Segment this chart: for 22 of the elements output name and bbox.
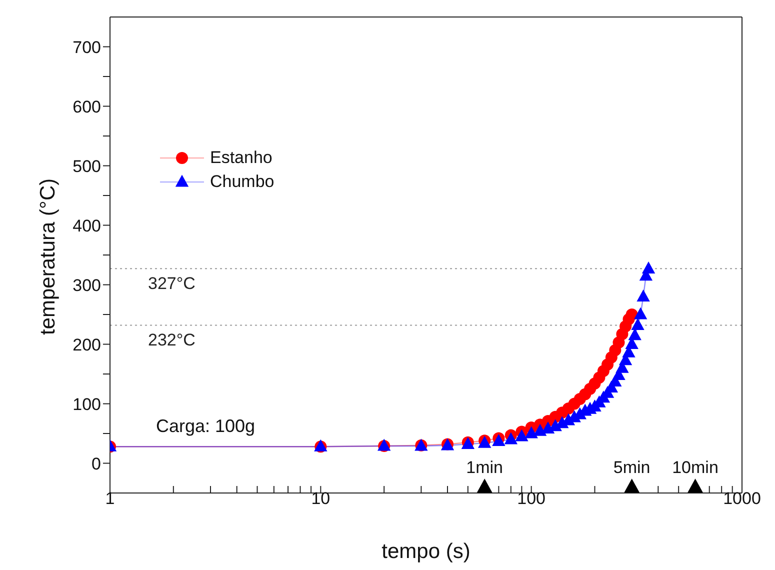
y-tick-label: 200 xyxy=(72,335,101,354)
ref-line-label: 232°C xyxy=(148,330,196,350)
y-tick-label: 300 xyxy=(72,276,101,295)
y-tick-label: 0 xyxy=(92,454,101,474)
x-tick-label: 1000 xyxy=(723,489,761,508)
y-tick-label: 500 xyxy=(72,156,101,176)
annotation: 1min xyxy=(466,458,504,478)
y-tick-label: 700 xyxy=(72,38,101,57)
x-tick-label: 1 xyxy=(105,489,115,508)
y-tick-label: 100 xyxy=(72,394,101,414)
y-tick-label: 400 xyxy=(72,216,101,236)
x-tick-label: 100 xyxy=(517,489,546,508)
annotation: 10min xyxy=(672,458,718,478)
annotation: 5min xyxy=(613,458,650,478)
legend-label: Chumbo xyxy=(210,171,274,193)
ref-line-label: 327°C xyxy=(148,274,196,293)
y-tick-label: 600 xyxy=(72,97,101,116)
y-axis-title: temperatura (°C) xyxy=(36,178,60,335)
annotation: Carga: 100g xyxy=(156,416,256,437)
x-axis-title: tempo (s) xyxy=(382,540,470,563)
x-tick-label: 10 xyxy=(311,489,330,508)
legend-label: Estanho xyxy=(210,147,272,169)
